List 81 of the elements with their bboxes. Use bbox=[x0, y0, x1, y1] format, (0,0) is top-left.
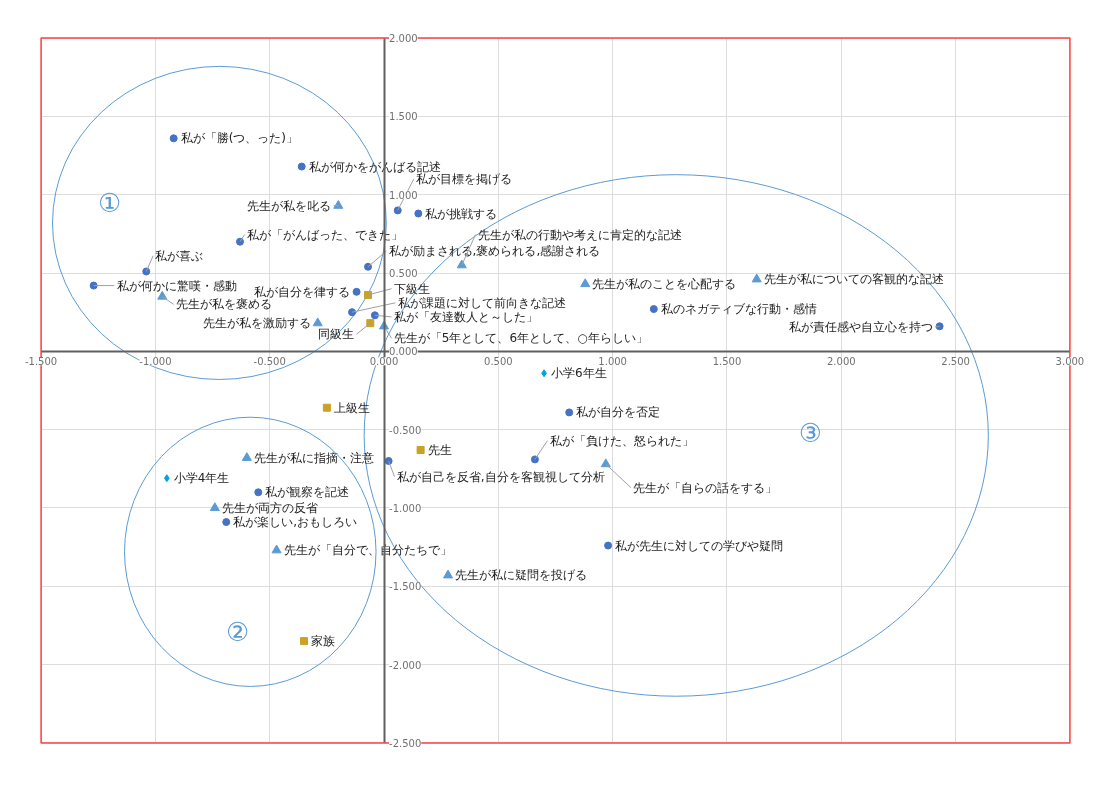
point bbox=[312, 317, 323, 327]
x-tick-label: -0.500 bbox=[253, 356, 286, 368]
annotation: 上級生 bbox=[333, 400, 370, 415]
annotation: 私が楽しい,おもしろい bbox=[233, 515, 358, 530]
point bbox=[443, 569, 454, 579]
point bbox=[370, 311, 379, 320]
y-tick-label: 1.000 bbox=[389, 189, 418, 201]
point bbox=[580, 278, 591, 288]
point bbox=[416, 446, 425, 455]
point bbox=[604, 541, 613, 550]
annotation: 先生が私を激励する bbox=[202, 316, 311, 331]
point bbox=[414, 209, 423, 218]
point bbox=[352, 287, 361, 296]
annotation: 先生が私に指摘・注意 bbox=[253, 450, 374, 465]
annotation: 先生が私のことを心配する bbox=[592, 277, 737, 291]
annotation: 私が挑戦する bbox=[425, 206, 498, 221]
annotation: 私が観察を記述 bbox=[265, 485, 350, 500]
annotation: 私が励まされる,褒められる,感謝される bbox=[388, 244, 601, 259]
y-tick-label: -2.500 bbox=[389, 737, 422, 749]
point bbox=[322, 403, 331, 412]
x-tick-label: 1.000 bbox=[598, 356, 627, 368]
annotation: 私が喜ぶ bbox=[155, 248, 204, 263]
point bbox=[300, 637, 308, 646]
annotation: 私が責任感や自立心を持つ bbox=[788, 320, 933, 335]
annotation: 私が「負けた、怒られた」 bbox=[549, 433, 694, 448]
annotation: 家族 bbox=[311, 634, 335, 649]
y-tick-label: 1.500 bbox=[389, 111, 418, 123]
annotation: 小学4年生 bbox=[173, 471, 230, 486]
annotation: 小学6年生 bbox=[551, 366, 607, 381]
x-tick-label: 0.000 bbox=[369, 356, 399, 368]
annotation: 先生が私を褒める bbox=[175, 297, 272, 312]
y-tick-label: 2.000 bbox=[389, 33, 418, 45]
annotation: 私が自分を律する bbox=[253, 284, 350, 299]
annotation: 下級生 bbox=[393, 281, 430, 296]
point bbox=[241, 452, 252, 461]
y-tick-label: 0.000 bbox=[389, 346, 418, 358]
point bbox=[163, 474, 170, 483]
x-tick-label: 1.500 bbox=[712, 356, 742, 368]
annotation: 先生が私に疑問を投げる bbox=[455, 568, 588, 583]
x-tick-label: 2.500 bbox=[941, 356, 970, 368]
annotation: 同級生 bbox=[318, 327, 355, 342]
annotation: 先生が私を叱る bbox=[247, 198, 332, 213]
annotation: 先生 bbox=[427, 443, 452, 458]
annotation: 私が先生に対しての学びや疑問 bbox=[615, 538, 784, 553]
annotation: 私が目標を掲げる bbox=[416, 172, 513, 187]
point bbox=[209, 502, 220, 512]
annotation: 先生が「自らの話をする」 bbox=[633, 480, 778, 495]
annotation: 私が課題に対して前向きな記述 bbox=[397, 295, 566, 310]
point bbox=[649, 305, 658, 314]
x-tick-label: 2.000 bbox=[826, 356, 856, 368]
y-tick-label: -0.500 bbox=[389, 424, 422, 436]
annotation: 先生が両方の反省 bbox=[221, 500, 318, 515]
annotation: ② bbox=[226, 616, 250, 647]
annotation: 私が自己を反省,自分を客観視して分析 bbox=[396, 469, 605, 484]
annotation: 先生が「5年として、6年として、○年らしい」 bbox=[393, 331, 648, 346]
point bbox=[297, 162, 306, 171]
point bbox=[751, 273, 762, 283]
point bbox=[89, 281, 98, 290]
point bbox=[222, 518, 231, 527]
annotation: 先生が私についての客観的な記述 bbox=[763, 272, 944, 287]
point bbox=[271, 544, 282, 554]
x-tick-label: -1.500 bbox=[24, 356, 58, 368]
x-tick-label: 0.500 bbox=[484, 356, 513, 368]
annotation: 私が「勝(つ、った)」 bbox=[180, 131, 299, 146]
annotation: 私が「友達数人と～した」 bbox=[393, 309, 538, 324]
point bbox=[333, 200, 344, 209]
annotation: 先生が私の行動や考えに肯定的な記述 bbox=[477, 227, 682, 242]
point bbox=[565, 408, 574, 417]
annotation: 私が何かに驚嘆・感動 bbox=[116, 278, 237, 293]
y-tick-label: 0.500 bbox=[389, 268, 418, 280]
annotation: ① bbox=[98, 187, 122, 218]
point bbox=[169, 134, 178, 143]
x-tick-label: -1.000 bbox=[139, 356, 172, 368]
y-tick-label: -2.000 bbox=[389, 659, 422, 671]
y-tick-label: -1.000 bbox=[389, 502, 422, 514]
annotation: 私が自分を否定 bbox=[576, 405, 661, 420]
x-tick-label: 3.000 bbox=[1055, 356, 1085, 368]
annotation: 私のネガティブな行動・感情 bbox=[660, 302, 817, 317]
point bbox=[254, 488, 263, 497]
annotation: ③ bbox=[798, 417, 823, 448]
y-tick-label: -1.500 bbox=[389, 581, 422, 593]
